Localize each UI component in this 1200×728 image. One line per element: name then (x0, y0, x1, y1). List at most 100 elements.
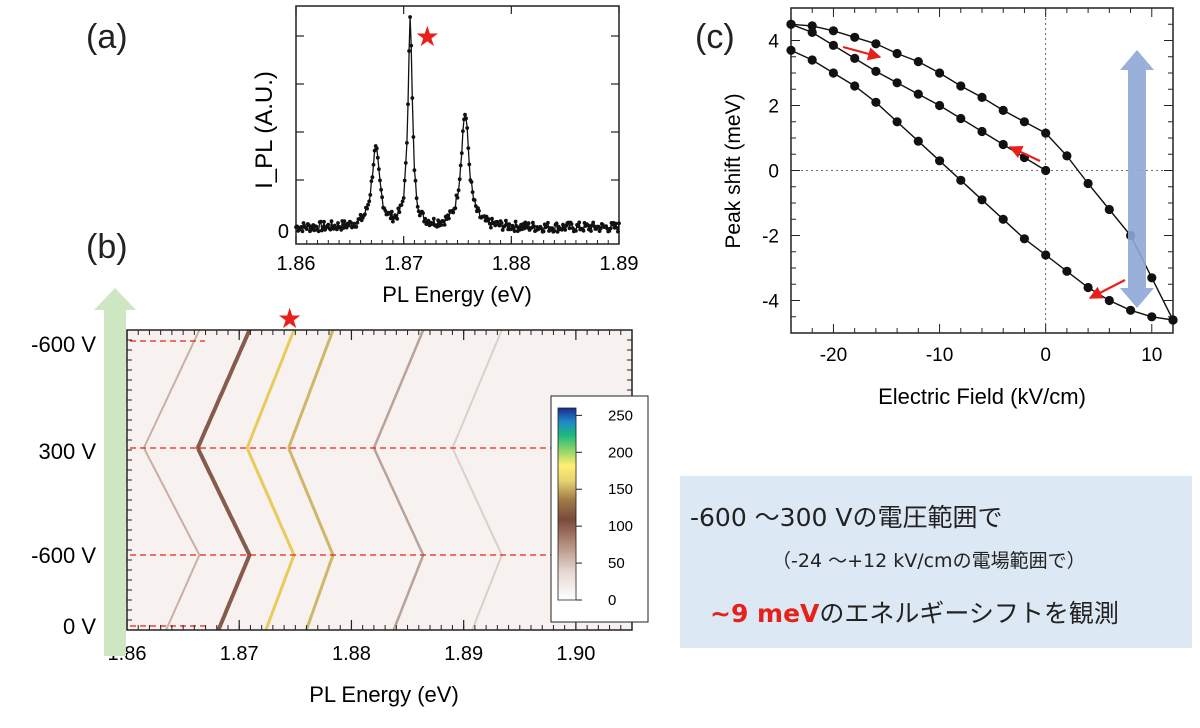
hysteresis-point (935, 156, 945, 166)
spectrum-point (613, 221, 618, 226)
spectrum-point (598, 226, 603, 231)
spectrum-point (546, 220, 550, 225)
spectrum-point (592, 224, 597, 229)
spectrum-point (567, 226, 572, 231)
energy-shift-double-arrow (1120, 50, 1154, 308)
spectrum-point (383, 209, 388, 213)
panel-a-xtick-label: 1.86 (277, 253, 316, 275)
spectrum-point (493, 223, 498, 228)
spectrum-point (295, 224, 299, 229)
spectrum-point (486, 217, 491, 222)
spectrum-point (458, 163, 463, 168)
spectrum-point (466, 146, 471, 151)
spectrum-point (397, 210, 402, 215)
panel-c-xtick-labels: -20 -10 0 10 (820, 345, 1163, 366)
spectrum-point (405, 141, 409, 145)
spectrum-point (554, 221, 559, 226)
colorbar-gradient (557, 407, 577, 601)
panel-a-spectrum: 1.86 1.87 1.88 1.89 0 PL Energy (eV) I_PL (… (251, 5, 639, 307)
spectrum-point (447, 216, 451, 221)
spectrum-point (388, 216, 393, 221)
spectrum-point (363, 212, 367, 217)
hysteresis-point (977, 195, 987, 205)
spectrum-point (616, 229, 620, 234)
panel-a-ylabel: I_PL (A.U.) (251, 71, 278, 189)
spectrum-point (453, 206, 458, 211)
hysteresis-point (892, 117, 902, 127)
spectrum-point (346, 223, 351, 228)
spectrum-point (526, 221, 531, 226)
spectrum-point (555, 230, 560, 234)
spectrum-point (539, 226, 544, 231)
panel-a-label: (a) (86, 18, 128, 56)
spectrum-point (577, 220, 582, 225)
hysteresis-point (1062, 266, 1072, 276)
spectrum-point (403, 161, 408, 165)
hysteresis-point (935, 100, 945, 111)
spectrum-point (487, 221, 492, 226)
hysteresis-point (913, 57, 923, 67)
spectrum-point (441, 219, 446, 224)
hysteresis-point (807, 27, 817, 37)
spectrum-point (465, 126, 470, 130)
hysteresis-point (1019, 117, 1029, 127)
spectrum-point (513, 219, 518, 224)
note-line-3-rest: のエネルギーシフトを観測 (819, 599, 1119, 628)
spectrum-point (314, 224, 319, 229)
hysteresis-point (1041, 250, 1051, 260)
spectrum-point (608, 226, 613, 231)
spectrum-point (395, 217, 400, 221)
panel-c-ytick-label: 0 (768, 162, 779, 183)
spectrum-point (495, 219, 500, 224)
spectrum-point (605, 226, 610, 231)
spectrum-point (576, 224, 580, 229)
hysteresis-point (1147, 312, 1157, 322)
hysteresis-point (1083, 282, 1093, 293)
note-line-2: （-24 〜+12 kV/cmの電場範囲で） (772, 550, 1086, 572)
heatmap-voltage-markers (120, 340, 632, 627)
spectrum-point (336, 221, 340, 225)
spectrum-point (365, 206, 369, 211)
panel-c-ytick-label: 4 (768, 32, 779, 53)
panel-b-label: (b) (86, 228, 128, 266)
voltage-label-300: 300 V (39, 439, 97, 464)
colorbar-tick-label: 100 (608, 518, 633, 535)
spectrum-point (523, 220, 528, 225)
colorbar: 0 50 100 150 200 250 (550, 395, 649, 623)
spectrum-point (560, 227, 564, 232)
spectrum-point (470, 190, 475, 195)
panel-a-xtick-labels: 1.86 1.87 1.88 1.89 (277, 253, 639, 275)
spectrum-point (322, 219, 326, 224)
spectrum-point (366, 202, 370, 207)
panel-c-series (786, 19, 1178, 325)
panel-b-star-marker: ★ (277, 303, 302, 334)
band-5 (143, 329, 201, 631)
hysteresis-point (892, 78, 902, 88)
spectrum-point (410, 96, 415, 100)
spectrum-point (412, 168, 417, 173)
spectrum-point (569, 222, 574, 226)
panel-b-xtick-label: 1.89 (444, 643, 483, 665)
hysteresis-point (998, 214, 1008, 224)
panel-c-ticks (790, 7, 1174, 334)
hysteresis-point (956, 113, 966, 124)
hysteresis-point (977, 92, 987, 102)
hysteresis-point (1147, 273, 1157, 283)
voltage-label-top: -600 V (31, 332, 96, 357)
spectrum-point (531, 220, 535, 225)
hysteresis-point (998, 105, 1008, 115)
panel-c-xtick-label: -20 (820, 345, 847, 366)
spectrum-point (369, 179, 374, 184)
spectrum-point (511, 226, 516, 230)
hysteresis-point (807, 21, 817, 31)
spectrum-point (552, 229, 557, 233)
spectrum-point (399, 203, 404, 207)
panel-c-xtick-label: 0 (1040, 345, 1051, 366)
spectrum-point (415, 204, 420, 209)
spectrum-point (367, 199, 372, 204)
spectrum-point (409, 43, 414, 48)
spectrum-point (407, 49, 411, 53)
hysteresis-point (850, 81, 860, 91)
spectrum-point (532, 224, 536, 229)
